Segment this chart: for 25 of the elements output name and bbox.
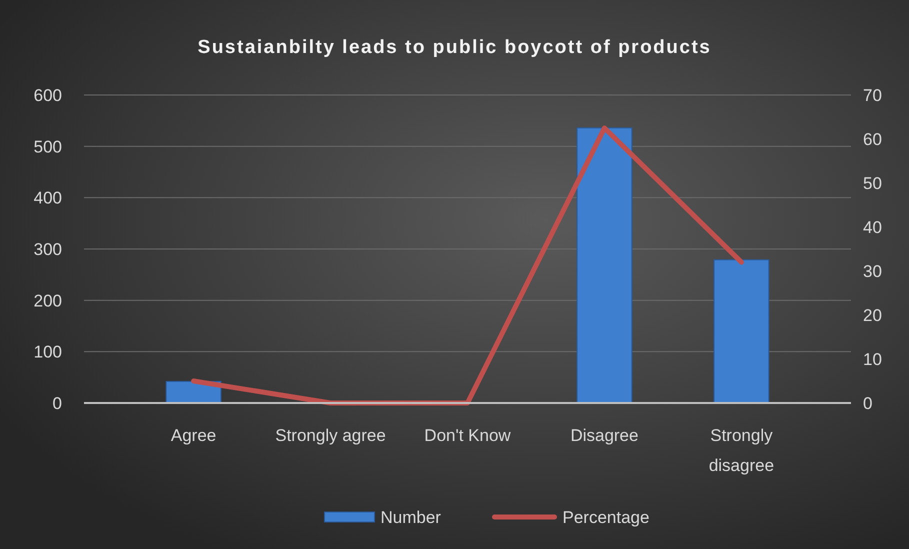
y-tick-label: 400 <box>34 188 62 208</box>
x-tick-label: Don't Know <box>424 426 512 445</box>
y2-tick-label: 0 <box>863 394 872 413</box>
y-tick-label: 100 <box>34 342 62 362</box>
y-tick-label: 0 <box>52 394 62 413</box>
y2-tick-label: 30 <box>863 262 882 281</box>
y2-tick-label: 20 <box>863 306 882 325</box>
y2-tick-label: 40 <box>863 218 882 237</box>
y-tick-label: 200 <box>34 291 62 310</box>
y2-tick-label: 50 <box>863 174 882 193</box>
y-tick-label: 300 <box>34 240 62 259</box>
legend-label: Number <box>380 508 442 527</box>
bar <box>714 259 770 404</box>
legend-label: Percentage <box>562 508 650 527</box>
y-tick-label: 500 <box>34 137 62 156</box>
y-tick-label: 600 <box>34 86 62 105</box>
chart-title: Sustaianbilty leads to public boycott of products <box>198 37 712 58</box>
y2-tick-label: 70 <box>863 86 882 105</box>
y2-tick-label: 60 <box>863 130 882 149</box>
x-tick-label: Agree <box>170 426 216 445</box>
x-tick-label: Strongly disagree <box>708 426 774 475</box>
y2-tick-label: 10 <box>863 350 882 369</box>
x-tick-label: Strongly agree <box>275 426 386 445</box>
bar <box>576 127 632 404</box>
x-tick-label: Disagree <box>570 426 638 445</box>
